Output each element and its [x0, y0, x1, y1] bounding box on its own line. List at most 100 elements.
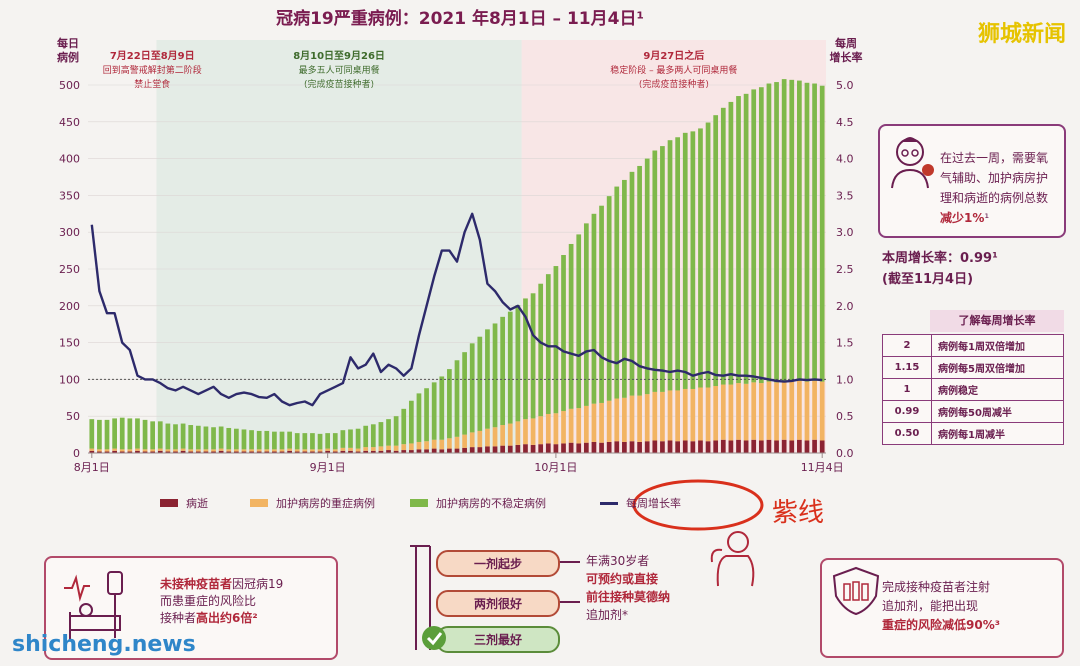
bar-icu-critical: [568, 408, 574, 443]
bar-icu-critical: [485, 428, 490, 447]
doctor-icon: [891, 137, 934, 189]
bar-icu-unstable: [538, 283, 544, 417]
bar-deaths: [355, 451, 361, 453]
y-tick-left: 100: [59, 373, 80, 386]
y-tick-right: 1.5: [836, 337, 854, 350]
bar-icu-critical: [736, 383, 741, 440]
bar-deaths: [523, 444, 528, 453]
bar-icu-critical: [797, 380, 802, 440]
bar-deaths: [652, 440, 658, 453]
y-axis-label-right-2: 增长率: [830, 50, 863, 64]
bar-icu-critical: [728, 384, 734, 441]
bar-icu-critical: [545, 413, 551, 444]
bar-deaths: [112, 450, 117, 453]
bar-icu-critical: [538, 416, 544, 445]
bar-icu-unstable: [317, 433, 323, 450]
bar-icu-unstable: [378, 422, 384, 447]
bar-icu-unstable: [728, 101, 734, 385]
bar-icu-unstable: [614, 186, 620, 399]
rate-meaning: 病例每1周双倍增加: [931, 334, 1064, 357]
bar-icu-critical: [682, 388, 688, 441]
bar-deaths: [667, 440, 673, 453]
bar-deaths: [644, 441, 650, 453]
bar-deaths: [447, 448, 452, 453]
box2-text-a: 年满30岁者: [586, 554, 650, 568]
bar-icu-unstable: [523, 298, 528, 420]
bar-icu-unstable: [682, 132, 688, 389]
box2-text-d: 追加剂*: [586, 608, 629, 622]
bar-deaths: [507, 445, 513, 453]
period-desc-2: (完成疫苗接种者): [304, 78, 374, 90]
bar-deaths: [310, 451, 315, 453]
box3-highlight-c: 重症的风险减低90%³: [882, 618, 1000, 632]
legend-item: 每周增长率: [600, 495, 681, 511]
bar-icu-critical: [705, 387, 711, 442]
bar-icu-critical: [774, 382, 779, 441]
bar-deaths: [416, 449, 422, 453]
bar-icu-unstable: [797, 80, 802, 381]
bar-icu-critical: [812, 380, 817, 440]
box2-highlight-b: 可预约或直接: [586, 572, 659, 586]
bar-icu-unstable: [583, 223, 589, 406]
bar-icu-unstable: [720, 107, 726, 385]
rate-value: 1: [882, 378, 932, 401]
bar-icu-critical: [408, 443, 414, 451]
growth-rate-line: [90, 212, 823, 407]
y-tick-left: 300: [59, 226, 80, 239]
rate-value: 1.15: [882, 356, 932, 379]
bar-icu-unstable: [485, 329, 490, 429]
bar-icu-unstable: [439, 376, 445, 440]
period-3-background: [521, 40, 826, 453]
bar-icu-unstable: [211, 427, 216, 450]
bar-icu-critical: [249, 449, 254, 452]
bar-icu-critical: [241, 449, 247, 452]
bar-deaths: [462, 447, 467, 453]
legend-swatch: [600, 501, 618, 505]
bar-icu-unstable: [218, 426, 224, 449]
bar-deaths: [454, 448, 460, 453]
bar-deaths: [279, 451, 285, 453]
bar-icu-unstable: [812, 83, 817, 381]
bar-icu-unstable: [195, 425, 201, 450]
bar-icu-unstable: [302, 433, 308, 450]
bar-icu-critical: [127, 449, 133, 452]
legend-swatch: [250, 499, 268, 507]
bar-icu-unstable: [454, 360, 460, 437]
bar-deaths: [561, 443, 566, 453]
bar-icu-unstable: [325, 433, 331, 449]
bar-icu-unstable: [393, 416, 399, 446]
bar-icu-critical: [218, 448, 224, 451]
period-desc-3: 稳定阶段 – 最多两人可同桌用餐: [610, 64, 737, 76]
booster-box: 完成接种疫苗者注射 追加剂，能把出现 重症的风险减低90%³: [820, 558, 1064, 658]
bar-deaths: [393, 450, 399, 453]
bar-deaths: [606, 441, 612, 453]
bar-icu-critical: [89, 448, 95, 451]
rate-table-row: 0.50 病例每1周减半: [882, 422, 1064, 445]
y-tick-left: 350: [59, 189, 80, 202]
bar-deaths: [758, 440, 764, 453]
summary-box: 在过去一周，需要氧气辅助、加护病房护理和病逝的病例总数减少1%¹: [878, 124, 1066, 238]
bar-deaths: [568, 442, 574, 453]
bar-deaths: [218, 450, 224, 453]
bar-deaths: [622, 441, 627, 453]
period-desc-3: (完成疫苗接种者): [639, 78, 709, 90]
bar-icu-unstable: [401, 408, 407, 445]
legend-swatch: [160, 499, 178, 507]
rate-table: 2 病例每1周双倍增加 1.15 病例每5周双倍增加 1 病例稳定 0.99 病例每50周减半…: [882, 334, 1064, 445]
bar-icu-critical: [789, 381, 795, 441]
y-tick-right: 3.0: [836, 226, 854, 239]
bar-deaths: [378, 450, 384, 453]
bar-icu-unstable: [310, 433, 315, 450]
bar-icu-unstable: [416, 393, 422, 442]
bar-icu-unstable: [599, 205, 604, 403]
bar-deaths: [165, 451, 171, 453]
bar-deaths: [797, 439, 802, 453]
legend-item: 加护病房的重症病例: [250, 495, 375, 511]
y-tick-left: 200: [59, 300, 80, 313]
rate-meaning: 病例每50周减半: [931, 400, 1064, 423]
box3-text-b: 追加剂，能把出现: [882, 599, 979, 613]
y-tick-right: 1.0: [836, 373, 854, 386]
bar-deaths: [583, 442, 589, 453]
bar-icu-critical: [386, 445, 391, 451]
bar-icu-unstable: [348, 429, 353, 448]
